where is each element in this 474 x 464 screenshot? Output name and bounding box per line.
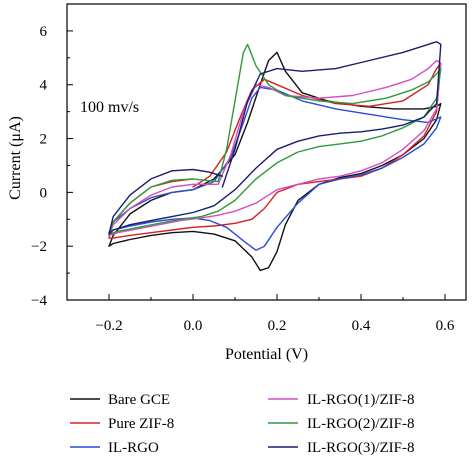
series-line-6 [108,41,442,235]
legend-label: IL-RGO [108,440,159,456]
series-line-1 [108,51,442,272]
scan-rate-annotation: 100 mv/s [80,99,139,116]
y-tick-label: 4 [40,78,48,94]
y-axis-title: Current (μA) [7,116,24,200]
legend: Bare GCE Pure ZIF-8 IL-RGO IL-RGO(1)/ZIF-8 I… [70,392,414,456]
axis-tick-labels: −0.2 0.0 0.2 0.4 0.6 −4 −2 0 2 4 6 [31,24,455,334]
legend-label: IL-RGO(1)/ZIF-8 [307,392,414,408]
y-tick-label: −4 [31,293,47,309]
x-tick-label: 0.0 [184,318,203,334]
legend-label: IL-RGO(2)/ZIF-8 [307,416,414,432]
y-tick-label: 0 [40,185,48,201]
x-tick-label: −0.2 [95,318,122,334]
x-axis-title: Potential (V) [225,346,308,363]
legend-label: Bare GCE [108,392,170,408]
axis-ticks [67,30,446,301]
legend-label: Pure ZIF-8 [108,416,174,432]
x-tick-label: 0.6 [436,318,455,334]
plot-lines [108,41,442,272]
plot-frame [66,3,467,301]
legend-label: IL-RGO(3)/ZIF-8 [307,440,414,456]
y-tick-label: 2 [40,132,48,148]
y-tick-label: 6 [40,24,48,40]
y-tick-label: −2 [31,239,47,255]
series-line-4 [108,59,442,237]
x-tick-label: 0.2 [268,318,287,334]
x-tick-label: 0.4 [352,318,371,334]
